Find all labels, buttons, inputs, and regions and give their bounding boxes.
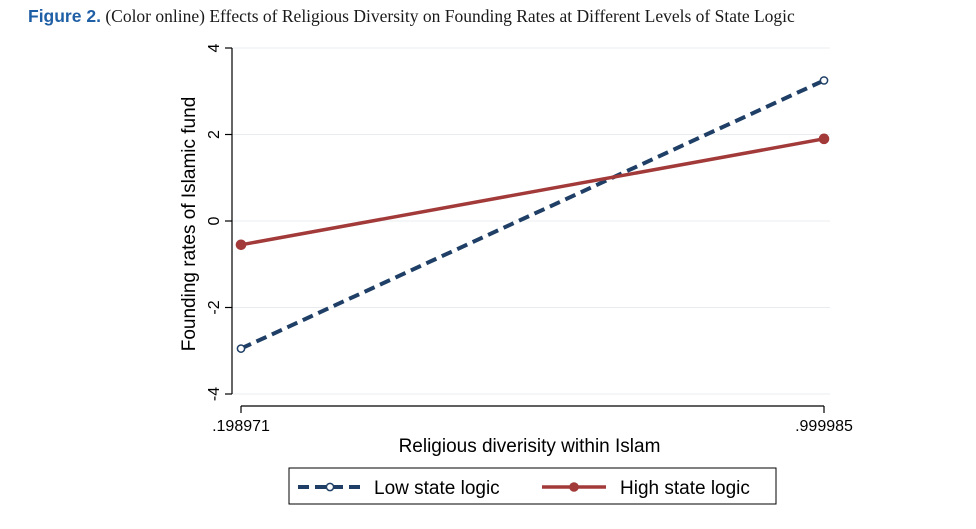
y-tick-label: -2 <box>206 300 223 314</box>
y-axis-label: Founding rates of Islamic fund <box>179 97 200 352</box>
data-point <box>818 133 830 145</box>
x-tick-label: .198971 <box>212 418 270 435</box>
figure-caption-text: (Color online) Effects of Religious Dive… <box>105 6 795 26</box>
series-line-1 <box>240 78 825 351</box>
series-line-2 <box>240 137 825 247</box>
legend-item: Low state logic <box>298 478 500 499</box>
x-axis-label: Religious diverisity within Islam <box>399 436 661 457</box>
legend-swatch-marker <box>325 482 335 492</box>
legend-label: Low state logic <box>374 478 500 499</box>
legend-swatch-marker <box>569 482 579 492</box>
data-point <box>235 239 247 251</box>
y-tick-label: 2 <box>206 130 223 139</box>
legend-item: High state logic <box>542 478 750 499</box>
data-point <box>819 76 829 85</box>
y-tick-label: 0 <box>206 216 223 225</box>
series-lines <box>235 76 830 353</box>
data-point <box>236 344 246 353</box>
figure-label: Figure 2. <box>28 6 101 26</box>
legend-label: High state logic <box>620 478 750 499</box>
y-tick-label: 4 <box>206 43 223 52</box>
legend-box <box>288 467 777 505</box>
legend: Low state logic High state logic <box>288 467 777 505</box>
y-ticks: -4 -2 0 2 4 <box>206 43 232 401</box>
y-tick-label: -4 <box>206 387 223 401</box>
x-ticks: .198971 .999985 <box>212 406 853 435</box>
grid-lines <box>232 47 830 395</box>
x-tick-label: .999985 <box>795 418 853 435</box>
figure-caption: Figure 2. (Color online) Effects of Reli… <box>28 6 795 27</box>
axes <box>231 48 824 407</box>
